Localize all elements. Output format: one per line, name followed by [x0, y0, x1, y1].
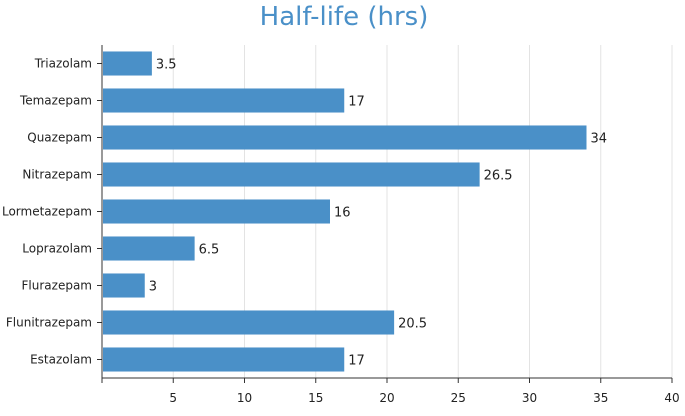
bars-layer [103, 51, 587, 372]
bar-3 [103, 162, 480, 187]
data-label-7: 20.5 [398, 317, 427, 332]
x-tick-label-5: 30 [522, 391, 537, 405]
bar-7 [103, 310, 395, 335]
bar-1 [103, 88, 345, 113]
chart-title: Half-life (hrs) [260, 2, 429, 32]
category-label-8: Estazolam [30, 353, 92, 367]
bar-0 [103, 51, 152, 76]
category-label-7: Flunitrazepam [6, 316, 92, 330]
data-label-2: 34 [591, 132, 608, 147]
bar-8 [103, 347, 345, 372]
bar-6 [103, 273, 145, 298]
data-label-3: 26.5 [484, 169, 513, 184]
category-label-5: Loprazolam [22, 242, 92, 256]
data-label-4: 16 [334, 206, 351, 221]
x-tick-label-6: 35 [593, 391, 608, 405]
x-tick-label-0: 5 [169, 391, 177, 405]
bar-5 [103, 236, 195, 261]
x-tick-label-2: 15 [308, 391, 323, 405]
x-tick-label-3: 20 [379, 391, 394, 405]
x-tick-label-4: 25 [451, 391, 466, 405]
x-tick-label-1: 10 [237, 391, 252, 405]
x-tick-label-7: 40 [664, 391, 679, 405]
data-label-6: 3 [149, 280, 157, 295]
category-label-0: Triazolam [34, 57, 92, 71]
data-label-1: 17 [348, 95, 365, 110]
data-label-0: 3.5 [156, 58, 177, 73]
category-label-6: Flurazepam [22, 279, 92, 293]
category-label-1: Temazepam [19, 94, 92, 108]
bar-2 [103, 125, 587, 150]
data-label-5: 6.5 [199, 243, 220, 258]
category-label-4: Lormetazepam [2, 205, 92, 219]
labels-layer: Triazolam 3.5 Temazepam 17 Quazepam 34 Nitraze… [2, 57, 607, 369]
category-label-3: Nitrazepam [22, 168, 92, 182]
data-label-8: 17 [348, 354, 365, 369]
category-label-2: Quazepam [27, 131, 92, 145]
bar-4 [103, 199, 330, 224]
ticks-layer: 5 10 15 20 25 30 35 40 [97, 63, 680, 405]
